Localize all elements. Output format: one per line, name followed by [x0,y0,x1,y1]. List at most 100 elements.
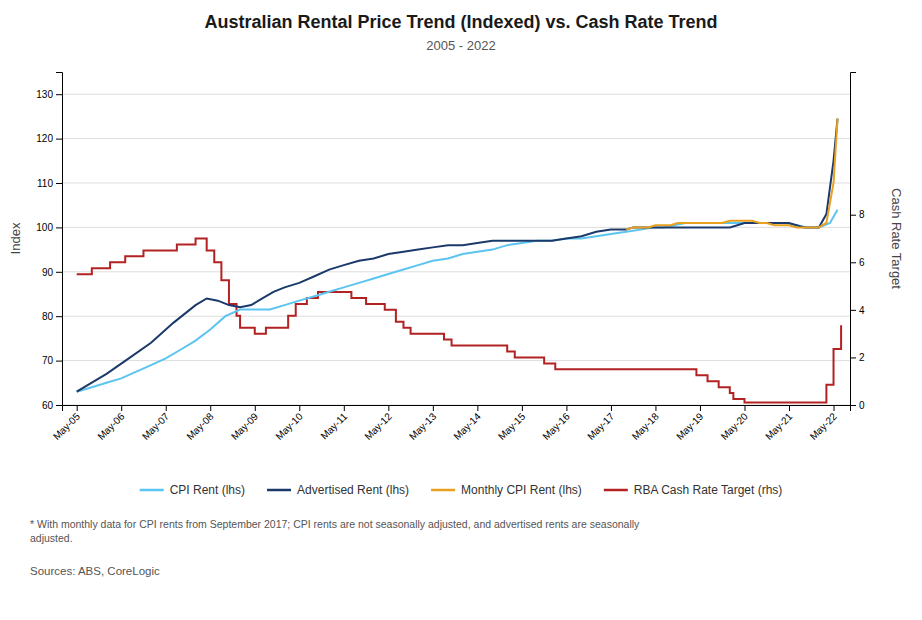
tick-mark [56,316,62,317]
tick-mark [255,405,256,411]
tick-label: 100 [36,222,53,233]
tick-mark [56,139,62,140]
tick-label: 4 [859,305,865,316]
tick-label: 80 [42,311,54,322]
tick-mark [121,405,122,411]
tick-mark [700,405,701,411]
tick-mark [477,405,478,411]
tick-label: May-13 [407,410,439,442]
x-tick: May-06 [95,405,127,442]
series-line [626,119,837,230]
tick-mark [834,405,835,411]
x-tick: May-10 [273,405,305,442]
grid-line [62,94,850,95]
grid-line [62,360,850,361]
tick-mark [210,405,211,411]
tick-mark [744,405,745,411]
y2-tick: 6 [850,257,865,268]
x-tick: May-19 [674,405,706,442]
legend-swatch [140,489,164,492]
tick-label: May-21 [763,410,795,442]
plot-area [77,119,841,403]
footnote: * With monthly data for CPI rents from S… [30,518,640,544]
tick-mark [850,357,856,358]
tick-label: May-19 [674,410,706,442]
tick-label: 8 [859,209,865,220]
tick-label: May-11 [318,410,349,441]
tick-label: 2 [859,352,865,363]
grid-line [62,138,850,139]
tick-label: 0 [859,400,865,411]
x-tick: May-16 [540,405,572,442]
tick-label: May-09 [229,410,261,442]
grid-line [62,183,850,184]
legend-label: Advertised Rent (lhs) [297,483,409,497]
y-tick: 90 [42,267,62,278]
tick-label: May-17 [585,410,617,442]
x-tick: May-22 [808,405,840,442]
legend-item: CPI Rent (lhs) [140,483,245,497]
grid-line [62,271,850,272]
tick-mark [655,405,656,411]
tick-mark [850,405,856,406]
tick-mark [166,405,167,411]
axis-line [63,406,851,412]
tick-label: 120 [36,133,53,144]
tick-label: May-15 [496,410,528,442]
legend-swatch [604,489,628,492]
x-tick: May-14 [451,405,483,442]
x-tick: May-09 [229,405,261,442]
x-tick: May-18 [630,405,662,442]
y2-axis: 0 2 4 6 8 [850,73,865,411]
tick-mark [56,405,62,406]
y-tick: 130 [36,89,62,100]
legend-item: Monthly CPI Rent (lhs) [431,483,582,497]
x-tick: May-12 [362,405,394,442]
y-tick: 70 [42,355,62,366]
tick-label: 60 [42,400,54,411]
tick-mark [56,183,62,184]
x-tick: May-11 [318,405,349,441]
tick-label: May-05 [51,410,83,442]
tick-mark [56,272,62,273]
y-tick: 100 [36,222,62,233]
y-tick: 80 [42,311,62,322]
tick-label: 6 [859,257,865,268]
legend-item: Advertised Rent (lhs) [267,483,409,497]
x-tick: May-15 [496,405,528,442]
tick-label: 130 [36,89,53,100]
x-tick: May-07 [140,405,172,442]
subtitle: 2005 - 2022 [426,38,495,53]
legend-label: Monthly CPI Rent (lhs) [461,483,582,497]
x-tick: May-21 [763,405,795,442]
y-tick: 110 [37,178,62,189]
tick-label: May-18 [630,410,662,442]
y2-tick: 4 [850,305,865,316]
series-line [77,210,838,392]
tick-label: 70 [42,355,54,366]
series-line [77,119,838,392]
tick-mark [850,215,856,216]
tick-label: May-14 [451,410,483,442]
tick-label: May-12 [362,410,394,442]
axis-line [851,73,857,406]
tick-label: May-20 [719,410,751,442]
tick-mark [344,405,345,411]
tick-mark [522,405,523,411]
tick-mark [433,405,434,411]
tick-label: May-10 [273,410,305,442]
tick-label: May-16 [540,410,572,442]
source: Sources: ABS, CoreLogic [30,565,160,577]
x-tick: May-08 [184,405,216,442]
axis-line [56,73,63,406]
tick-mark [850,310,856,311]
tick-mark [566,405,567,411]
title: Australian Rental Price Trend (Indexed) … [204,12,717,32]
tick-label: May-06 [95,410,127,442]
y2-tick: 0 [850,400,865,411]
x-tick: May-05 [51,405,83,442]
y-axis: 60 70 80 90 100 110 120 130 [36,73,62,411]
x-axis: May-05 May-06 May-07 May-08 May-09 May-10 May-… [51,405,851,442]
y-tick: 60 [42,400,62,411]
tick-mark [611,405,612,411]
